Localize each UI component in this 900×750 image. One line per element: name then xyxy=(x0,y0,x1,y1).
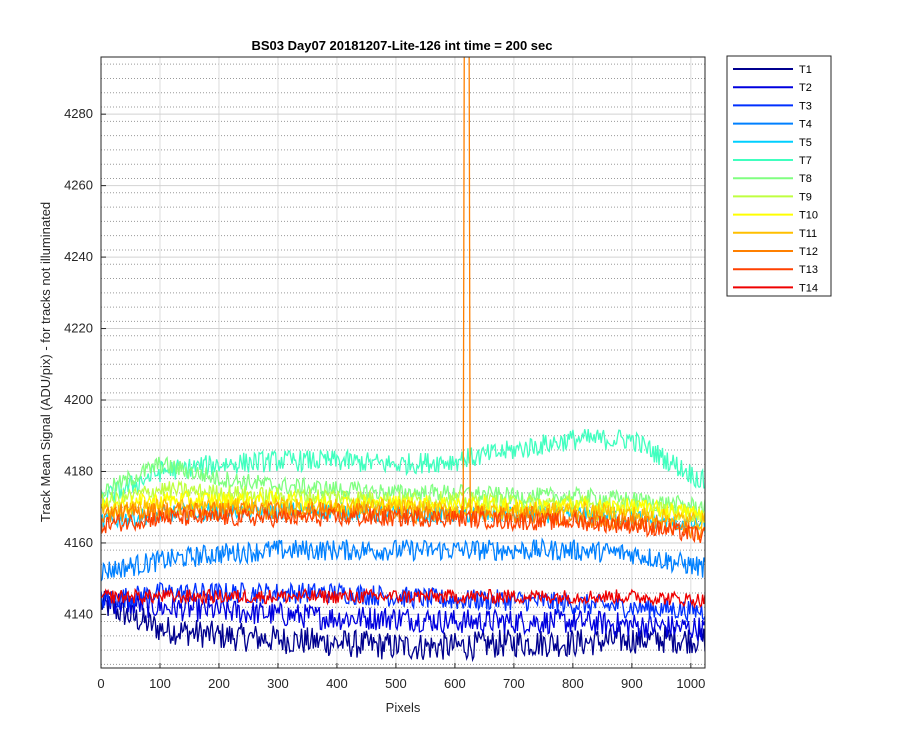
x-tick-label: 1000 xyxy=(676,676,705,691)
series-line-t4 xyxy=(101,537,705,582)
y-tick-label: 4260 xyxy=(64,178,93,193)
series-line-t13 xyxy=(101,507,705,544)
series-line-t3 xyxy=(101,581,705,623)
y-tick-label: 4200 xyxy=(64,392,93,407)
y-tick-label: 4280 xyxy=(64,106,93,121)
y-tick-label: 4160 xyxy=(64,535,93,550)
legend-label-t13: T13 xyxy=(799,264,818,276)
legend-label-t9: T9 xyxy=(799,191,812,203)
series-line-t1 xyxy=(101,590,705,663)
grid xyxy=(101,57,705,668)
y-tick-label: 4180 xyxy=(64,463,93,478)
y-axis-label: Track Mean Signal (ADU/pix) - for tracks… xyxy=(38,202,53,522)
series-line-t7 xyxy=(101,429,705,506)
axis-ticks: 0 100 200 300 400 500 600 700 800 900 1000 4140 4160… xyxy=(64,106,705,691)
legend-label-t1: T1 xyxy=(799,64,812,76)
legend: T1 T2 T3 T4 T5 T7 T8 T9 T10 T11 T12 T13 T14 xyxy=(726,55,832,297)
x-tick-label: 700 xyxy=(503,676,525,691)
legend-label-t5: T5 xyxy=(799,137,812,149)
plot-frame xyxy=(100,56,706,669)
chart-title: BS03 Day07 20181207-Lite-126 int time = … xyxy=(252,38,553,53)
x-tick-label: 600 xyxy=(444,676,466,691)
series-line-t14 xyxy=(101,587,705,610)
x-tick-label: 0 xyxy=(97,676,104,691)
x-axis-label: Pixels xyxy=(386,700,421,715)
legend-label-t10: T10 xyxy=(799,210,818,222)
x-tick-label: 400 xyxy=(326,676,348,691)
legend-label-t7: T7 xyxy=(799,155,812,167)
x-tick-label: 200 xyxy=(208,676,230,691)
y-tick-label: 4220 xyxy=(64,321,93,336)
legend-label-t2: T2 xyxy=(799,82,812,94)
series-line-t12 xyxy=(101,57,705,541)
legend-label-t11: T11 xyxy=(799,228,817,240)
legend-label-t4: T4 xyxy=(799,119,812,131)
series-line-t2 xyxy=(101,590,705,641)
legend-label-t8: T8 xyxy=(799,173,812,185)
x-tick-label: 300 xyxy=(267,676,289,691)
y-tick-label: 4140 xyxy=(64,606,93,621)
legend-label-t3: T3 xyxy=(799,100,812,112)
legend-label-t12: T12 xyxy=(799,246,818,258)
series-line-t11 xyxy=(101,496,705,531)
series-lines xyxy=(101,57,705,663)
legend-label-t14: T14 xyxy=(799,282,818,294)
x-tick-label: 900 xyxy=(621,676,643,691)
x-tick-label: 500 xyxy=(385,676,407,691)
legend-box xyxy=(726,55,832,297)
y-tick-label: 4240 xyxy=(64,249,93,264)
x-tick-label: 800 xyxy=(562,676,584,691)
x-tick-label: 100 xyxy=(149,676,171,691)
